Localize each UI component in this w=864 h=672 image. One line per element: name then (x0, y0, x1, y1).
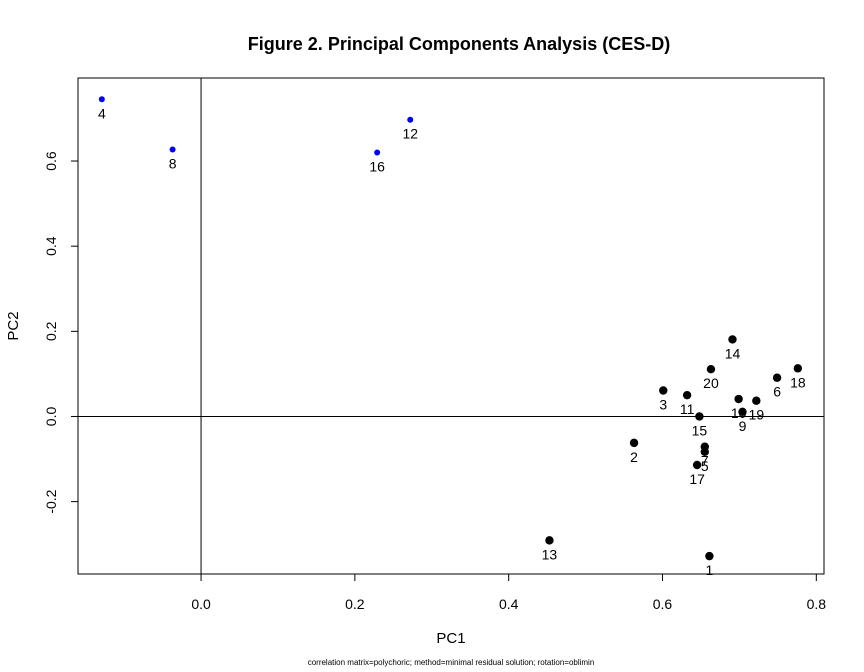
x-tick-label: 0.2 (345, 596, 365, 612)
x-tick-label: 0.4 (499, 596, 519, 612)
data-point-15: 15 (692, 412, 708, 438)
y-tick-label: 0.0 (43, 407, 59, 427)
point-label: 20 (703, 375, 719, 391)
point-label: 18 (790, 374, 806, 390)
point-marker (734, 394, 743, 404)
point-label: 16 (369, 159, 385, 175)
point-marker (695, 412, 704, 421)
y-tick-label: 0.6 (43, 151, 59, 171)
point-marker (407, 116, 414, 123)
data-point-7: 7 (700, 442, 709, 469)
data-point-16: 16 (369, 149, 385, 175)
point-label: 11 (680, 401, 695, 417)
point-marker (374, 149, 381, 156)
point-label: 4 (98, 105, 106, 121)
chart-title: Figure 2. Principal Components Analysis … (248, 34, 670, 54)
point-label: 12 (402, 126, 418, 142)
data-point-2: 2 (629, 438, 639, 465)
y-axis-label: PC2 (5, 311, 22, 340)
data-point-20: 20 (703, 365, 719, 391)
point-marker (772, 373, 782, 382)
data-point-9: 9 (738, 407, 747, 434)
data-point-19: 19 (749, 396, 765, 423)
data-point-4: 4 (98, 96, 106, 121)
y-tick-label: -0.2 (43, 489, 59, 513)
x-tick-label: 0.6 (653, 596, 673, 612)
point-label: 5 (701, 458, 709, 474)
point-marker (629, 438, 639, 448)
point-marker (706, 365, 716, 374)
data-point-14: 14 (725, 335, 741, 361)
point-marker (545, 536, 554, 545)
point-marker (169, 146, 176, 153)
data-point-1: 1 (705, 551, 714, 578)
plot-frame (77, 77, 825, 575)
point-label: 2 (630, 449, 638, 465)
point-label: 15 (692, 422, 708, 438)
point-marker (728, 335, 737, 344)
point-marker (793, 364, 803, 373)
chart-footnote: correlation matrix=polychoric; method=mi… (308, 658, 595, 667)
point-label: 9 (739, 418, 747, 434)
point-label: 1 (706, 562, 714, 578)
point-label: 17 (689, 471, 705, 487)
point-label: 3 (659, 397, 667, 413)
point-marker (705, 551, 714, 561)
y-axis: -0.2 0.0 0.2 0.4 0.6 (43, 151, 79, 514)
data-point-10: 10 (731, 394, 747, 421)
point-label: 10 (731, 405, 747, 421)
data-point-6: 6 (772, 373, 782, 400)
x-axis: 0.0 0.2 0.4 0.6 0.8 (191, 573, 827, 612)
x-tick-label: 0.0 (191, 596, 211, 612)
point-marker (700, 442, 709, 451)
data-point-13: 13 (542, 536, 558, 562)
point-label: 7 (701, 453, 709, 469)
data-point-8: 8 (169, 146, 177, 172)
data-point-17: 17 (689, 460, 705, 487)
data-point-11: 11 (680, 390, 695, 417)
point-marker (659, 386, 668, 395)
x-tick-label: 0.8 (807, 596, 827, 612)
y-tick-label: 0.2 (43, 321, 59, 341)
point-marker (752, 396, 761, 405)
point-label: 14 (725, 345, 741, 361)
point-label: 13 (542, 546, 558, 562)
data-point-18: 18 (790, 364, 806, 390)
x-axis-label: PC1 (436, 630, 465, 647)
point-label: 6 (773, 384, 781, 400)
data-point-12: 12 (402, 116, 418, 142)
point-label: 19 (749, 407, 765, 423)
y-tick-label: 0.4 (43, 236, 59, 256)
point-marker (692, 460, 702, 470)
data-point-3: 3 (659, 386, 668, 413)
point-marker (738, 407, 747, 416)
point-marker (682, 390, 692, 400)
point-marker (98, 96, 105, 103)
point-label: 8 (169, 156, 177, 172)
